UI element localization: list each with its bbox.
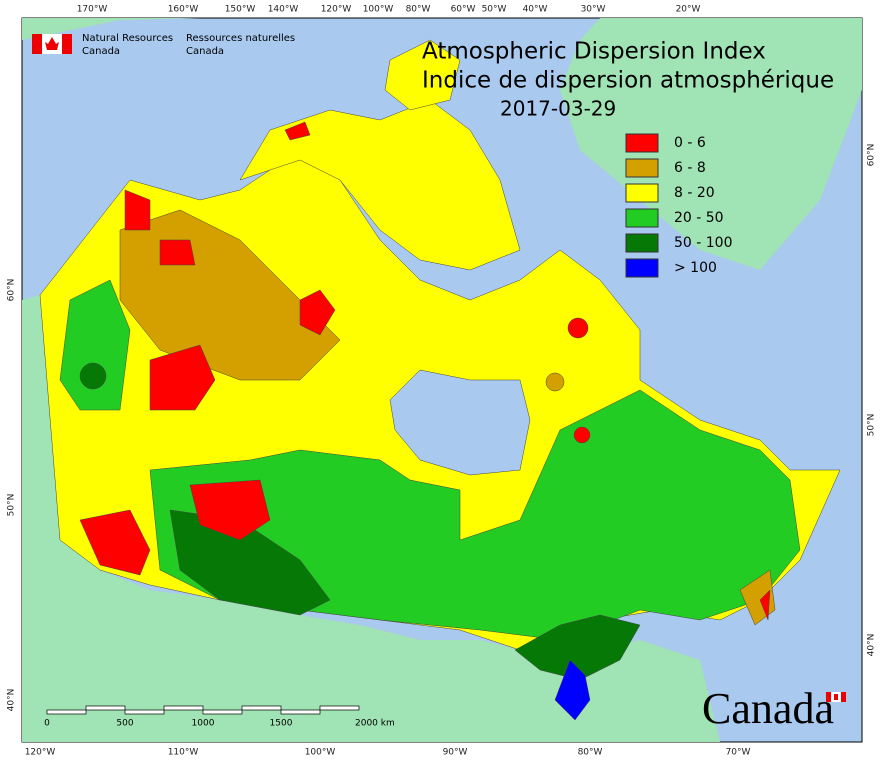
latitude-label: 50°N: [7, 494, 17, 517]
longitude-label: 150°W: [225, 5, 256, 15]
longitude-label: 30°W: [581, 5, 606, 15]
scale-label: 500: [116, 719, 133, 729]
longitude-label: 40°W: [523, 5, 548, 15]
longitude-label: 90°W: [443, 748, 468, 758]
legend-swatch: [625, 133, 659, 153]
scale-bar: 0 500 1000 1500 2000 km: [44, 705, 395, 729]
wordmark-flag: [826, 692, 846, 702]
scale-label: 1000: [192, 719, 215, 729]
legend-swatch: [625, 158, 659, 178]
graticule: 170°W 160°W 150°W 140°W 120°W 100°W 80°W 60°W 50…: [7, 5, 877, 758]
legend-label: > 100: [674, 260, 717, 276]
longitude-label: 20°W: [676, 5, 701, 15]
agency-fr: Canada: [186, 46, 224, 57]
scale-segment: [46, 709, 87, 715]
longitude-label: 160°W: [168, 5, 199, 15]
legend-swatch: [625, 183, 659, 203]
longitude-label: 50°W: [482, 5, 507, 15]
latitude-label: 40°N: [7, 689, 17, 712]
scale-segment: [163, 705, 204, 711]
legend: 0 - 6 6 - 8 8 - 20 20 - 50 50 - 100 > 100: [625, 133, 733, 278]
agency-en: Natural Resources: [82, 33, 173, 44]
legend-swatch: [625, 258, 659, 278]
land: [22, 18, 862, 742]
scale-segment: [241, 705, 282, 711]
latitude-label: 50°N: [867, 414, 877, 437]
scale-segment: [280, 709, 321, 715]
longitude-label: 100°W: [363, 5, 394, 15]
longitude-label: 70°W: [726, 748, 751, 758]
agency-fr: Ressources naturelles: [186, 33, 295, 44]
legend-label: 50 - 100: [674, 235, 733, 251]
latitude-label: 60°N: [867, 144, 877, 167]
legend-label: 0 - 6: [674, 135, 706, 151]
scale-segment: [202, 709, 243, 715]
latitude-label: 40°N: [867, 634, 877, 657]
longitude-label: 80°W: [406, 5, 431, 15]
legend-label: 8 - 20: [674, 185, 715, 201]
longitude-label: 170°W: [77, 5, 108, 15]
longitude-label: 80°W: [578, 748, 603, 758]
subtitle: Indice de dispersion atmosphérique: [422, 68, 834, 94]
legend-swatch: [625, 233, 659, 253]
longitude-label: 60°W: [451, 5, 476, 15]
legend-label: 20 - 50: [674, 210, 724, 226]
longitude-label: 120°W: [321, 5, 352, 15]
canada: [39, 39, 841, 721]
date: 2017-03-29: [500, 97, 616, 121]
longitude-label: 110°W: [168, 748, 199, 758]
title: Atmospheric Dispersion Index: [422, 39, 766, 65]
legend-label: 6 - 8: [674, 160, 706, 176]
longitude-label: 120°W: [25, 748, 56, 758]
legend-swatch: [625, 208, 659, 228]
scale-label: 1500: [270, 719, 293, 729]
scale-segment: [85, 705, 126, 711]
flag: [32, 34, 72, 54]
scale-label: 2000 km: [355, 719, 395, 729]
scale-segment: [319, 705, 360, 711]
latitude-label: 60°N: [7, 279, 17, 302]
longitude-label: 140°W: [268, 5, 299, 15]
scale-segment: [124, 709, 165, 715]
agency-en: Canada: [82, 46, 120, 57]
wordmark: Canada: [702, 684, 834, 733]
scale-label: 0: [44, 719, 50, 729]
longitude-label: 100°W: [305, 748, 336, 758]
